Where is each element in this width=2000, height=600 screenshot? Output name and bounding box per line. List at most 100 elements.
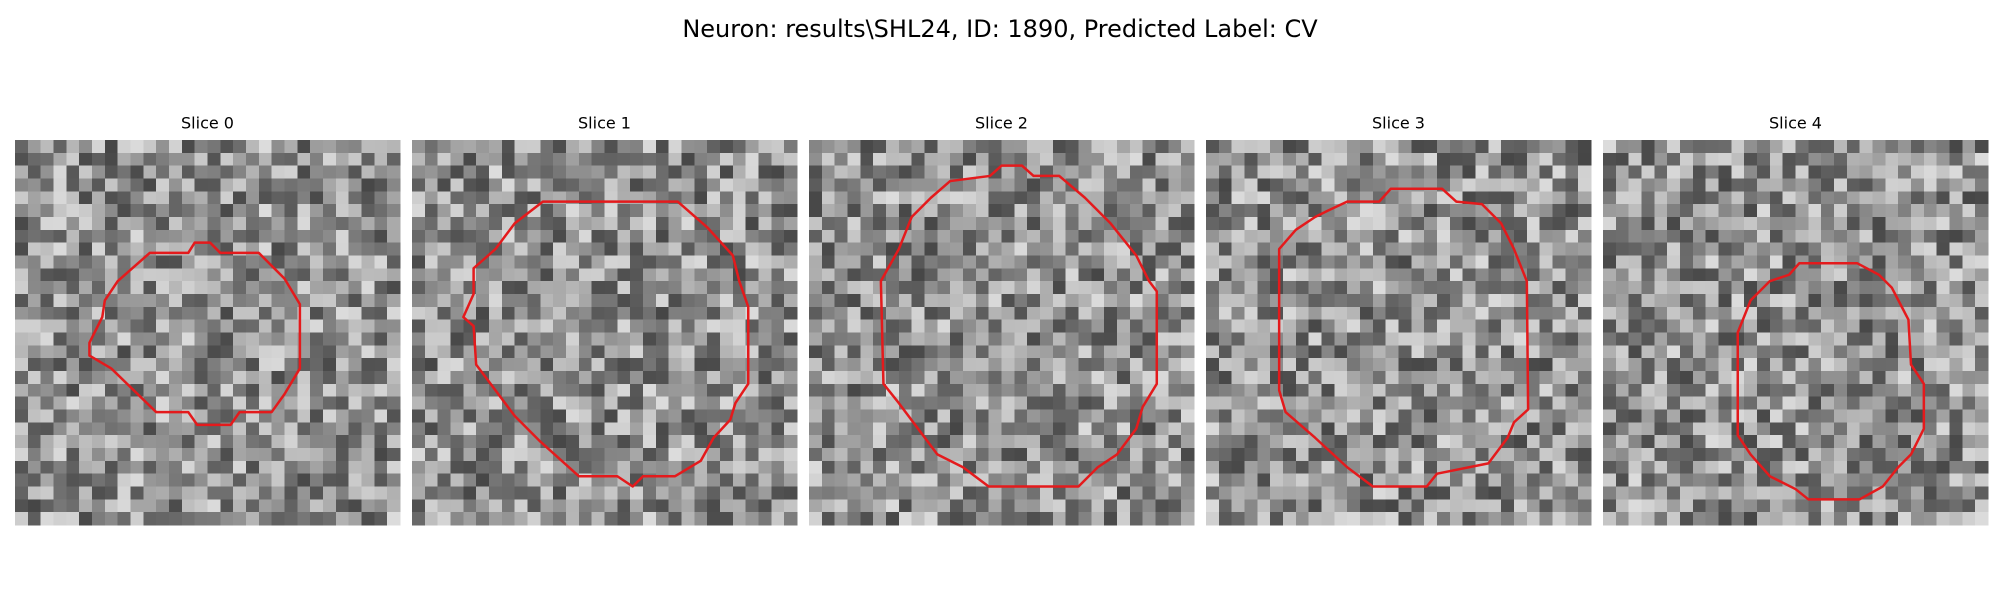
pixel [668,358,682,372]
pixel [1962,178,1976,192]
pixel [1834,371,1848,385]
pixel [1923,358,1938,372]
pixel [335,165,350,179]
pixel [1014,422,1028,436]
pixel [630,448,644,462]
pixel [1885,306,1899,321]
pixel [387,422,401,436]
pixel [1411,383,1425,398]
pixel [1424,255,1438,269]
pixel [1052,268,1067,282]
pixel [92,435,106,449]
pixel [1321,332,1335,346]
pixel [1769,499,1784,513]
pixel [1501,383,1515,398]
pixel [15,383,29,398]
pixel [1923,422,1938,436]
pixel [1104,165,1118,179]
pixel [310,422,324,436]
pixel [1834,268,1848,282]
pixel [1052,512,1067,526]
pixel [1936,435,1950,449]
pixel [1257,499,1271,513]
pixel [860,178,874,192]
pixel [1539,383,1553,398]
pixel [1911,294,1925,308]
pixel [1578,396,1592,410]
pixel [834,152,848,167]
pixel [1641,512,1655,526]
pixel [809,448,823,462]
pixel [1052,217,1067,231]
pixel [1692,396,1707,410]
pixel [1539,178,1553,192]
pixel [745,512,759,526]
pixel [975,281,990,295]
pixel [1501,204,1515,218]
pixel [720,358,734,372]
pixel [566,217,580,231]
pixel [156,332,170,346]
pixel [476,460,490,475]
pixel [1437,268,1451,282]
pixel [1923,319,1938,333]
pixel [578,345,593,359]
pixel [937,306,951,321]
pixel [1257,448,1271,462]
pixel [1155,460,1169,475]
pixel [1014,460,1028,475]
pixel [681,422,695,436]
pixel [501,371,516,385]
pixel [424,294,439,308]
pixel [860,268,874,282]
pixel [963,217,977,231]
pixel [1782,358,1796,372]
pixel [1372,242,1387,256]
pixel [809,512,823,526]
pixel [1027,409,1041,423]
pixel [1603,371,1617,385]
pixel [771,255,785,269]
pixel [1552,396,1566,410]
pixel [1052,178,1067,192]
pixel [156,396,170,410]
pixel [873,242,887,256]
pixel [784,435,798,449]
pixel [1181,409,1195,423]
pixel [720,191,734,205]
pixel [437,512,451,526]
pixel [323,229,337,244]
pixel [1218,306,1233,321]
pixel [924,281,938,295]
pixel [1065,255,1079,269]
pixel [591,460,605,475]
pixel [130,460,144,475]
pixel [53,422,67,436]
pixel [1411,294,1425,308]
pixel [1936,319,1950,333]
pixel [1001,165,1015,179]
pixel [553,204,567,218]
pixel [1437,332,1451,346]
pixel [1705,294,1719,308]
pixel [1885,422,1899,436]
pixel [348,319,362,333]
pixel [233,294,247,308]
pixel [720,204,734,218]
pixel [489,396,503,410]
pixel [1257,512,1271,526]
pixel [1014,473,1028,487]
pixel [450,358,464,372]
pixel [963,204,977,218]
pixel [1078,422,1092,436]
pixel [1975,409,1989,423]
pixel [1449,242,1464,256]
pixel [1923,294,1938,308]
pixel [1168,486,1182,500]
pixel [1257,281,1271,295]
pixel [1628,255,1642,269]
pixel [1821,499,1835,513]
pixel [207,204,221,218]
pixel [1206,281,1220,295]
pixel [53,140,67,154]
